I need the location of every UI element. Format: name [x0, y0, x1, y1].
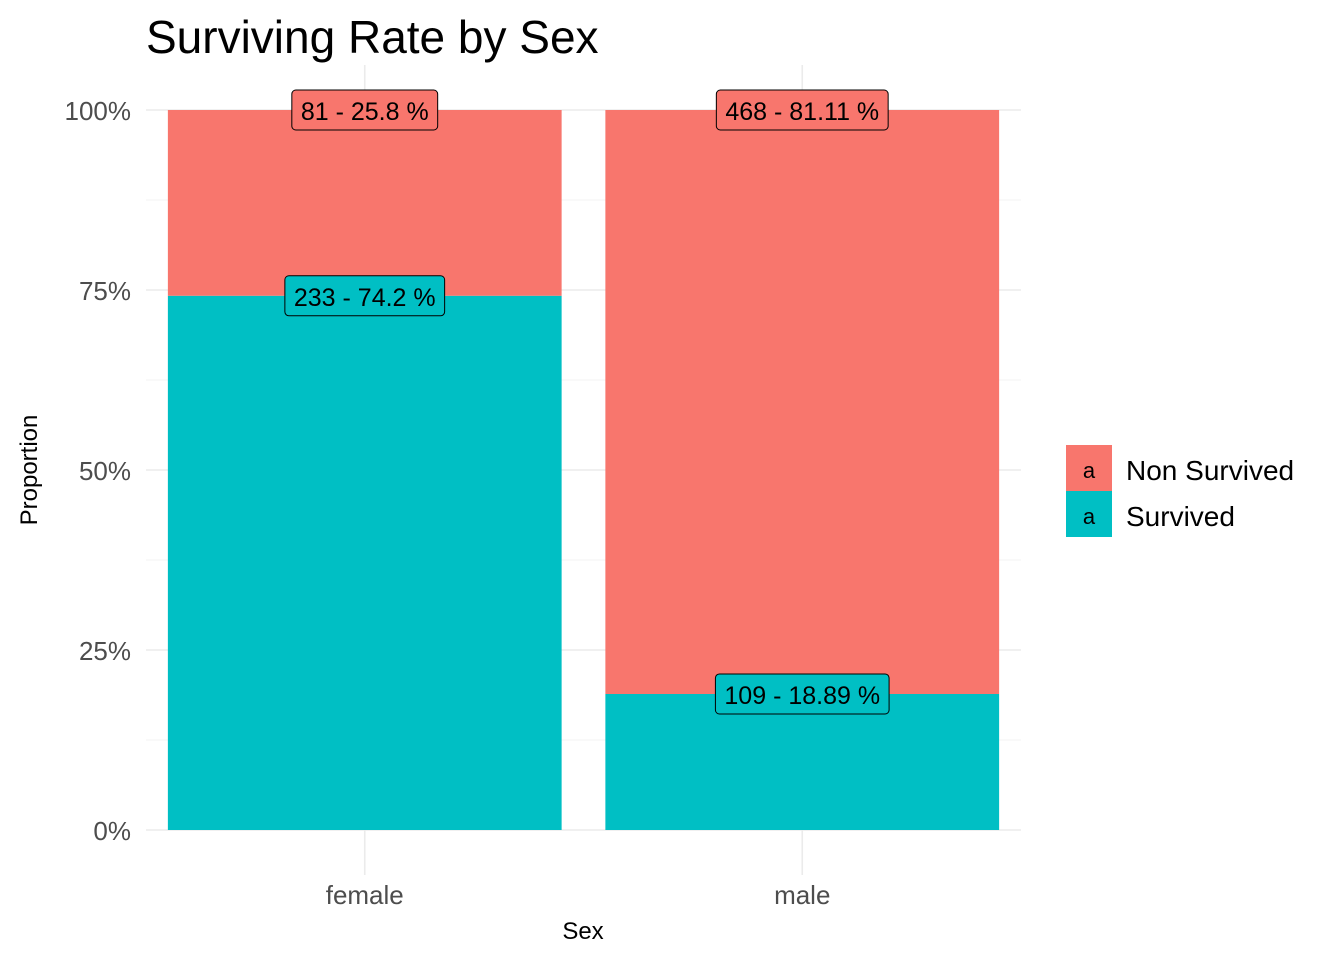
- legend-label-non-survived: Non Survived: [1126, 455, 1294, 486]
- legend-key-glyph: a: [1083, 458, 1096, 483]
- y-tick-label: 0%: [93, 816, 131, 846]
- data-label-male-non-survived: 468 - 81.11 %: [715, 89, 889, 131]
- y-tick-label: 50%: [79, 456, 131, 486]
- data-label-box: [714, 673, 890, 715]
- bar-male-survived: [605, 693, 1000, 830]
- legend-key-glyph: a: [1083, 504, 1096, 529]
- data-label-text: 109 - 18.89 %: [724, 682, 880, 710]
- data-label-text: 468 - 81.11 %: [725, 98, 879, 126]
- bar-female-survived: [167, 295, 562, 830]
- legend-key-survived: [1066, 491, 1112, 537]
- data-label-female-survived: 233 - 74.2 %: [284, 275, 446, 317]
- data-label-box: [284, 275, 446, 317]
- legend-key-non-survived: [1066, 445, 1112, 491]
- data-label-text: 233 - 74.2 %: [294, 284, 436, 312]
- bar-female-non-survived: [167, 110, 562, 296]
- data-label-box: [715, 89, 889, 131]
- y-tick-label: 75%: [79, 276, 131, 306]
- y-tick-label: 25%: [79, 636, 131, 666]
- y-tick-label: 100%: [65, 96, 132, 126]
- x-axis-title: Sex: [562, 918, 603, 945]
- data-label-female-non-survived: 81 - 25.8 %: [291, 89, 439, 131]
- data-labels: 233 - 74.2 % 81 - 25.8 % 109 - 18.89 % 468 …: [284, 89, 890, 715]
- chart-title: Surviving Rate by Sex: [146, 11, 599, 63]
- legend: a Non Survived a Survived: [1066, 445, 1294, 537]
- x-tick-label-female: female: [326, 880, 404, 910]
- data-label-male-survived: 109 - 18.89 %: [714, 673, 890, 715]
- legend-label-survived: Survived: [1126, 501, 1235, 532]
- bar-male-non-survived: [605, 110, 1000, 694]
- data-label-text: 81 - 25.8 %: [301, 98, 429, 126]
- x-tick-label-male: male: [774, 880, 830, 910]
- bars: [167, 110, 1000, 830]
- data-label-box: [291, 89, 439, 131]
- y-axis-title: Proportion: [16, 415, 43, 526]
- y-axis: 0% 25% 50% 75% 100%: [65, 96, 132, 846]
- x-axis: female male: [326, 880, 831, 910]
